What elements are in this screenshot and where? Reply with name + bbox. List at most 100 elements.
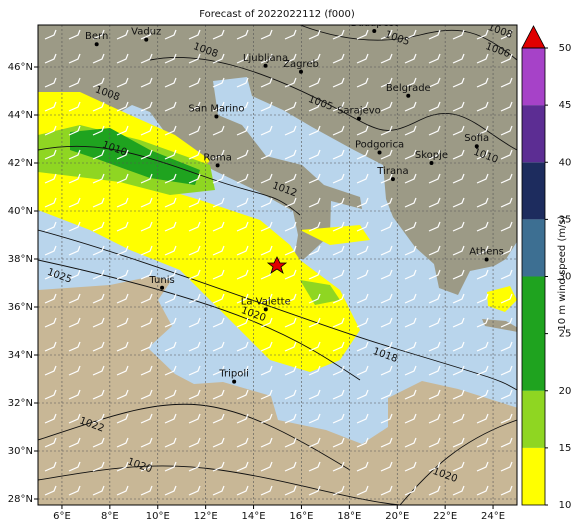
wind-barb (92, 149, 105, 160)
wind-barb (284, 269, 297, 280)
colorbar-tick-label: 10 (559, 500, 572, 511)
wind-barb (164, 293, 177, 304)
wind-barb (236, 293, 249, 304)
wind-barb (332, 389, 345, 400)
wind-barb (44, 485, 57, 496)
wind-barb (236, 389, 249, 400)
wind-barb (188, 77, 201, 88)
wind-barb (356, 317, 369, 328)
wind-barb (92, 293, 105, 304)
wind-barb (212, 29, 225, 40)
wind-barb (188, 149, 201, 160)
wind-barb (404, 341, 417, 352)
wind-barb (188, 245, 201, 256)
wind-barb (476, 221, 489, 232)
wind-barb (212, 77, 225, 88)
y-tick-label: 44°N (8, 110, 33, 121)
wind-barb (404, 485, 417, 496)
wind-barb (260, 101, 273, 112)
wind-barb (428, 413, 441, 424)
wind-barb (380, 413, 393, 424)
wind-barb (92, 245, 105, 256)
city-marker (484, 257, 489, 262)
wind-barb (44, 413, 57, 424)
wind-barb (404, 197, 417, 208)
wind-barb (476, 149, 489, 160)
wind-barb (140, 77, 153, 88)
y-tick-label: 32°N (8, 398, 33, 409)
wind-barb (356, 485, 369, 496)
wind-barb (68, 269, 81, 280)
colorbar-tick-label: 30 (559, 272, 572, 283)
wind-barb (308, 245, 321, 256)
map-border (37, 24, 518, 506)
city-marker (263, 307, 268, 312)
city-marker (94, 42, 99, 47)
wind-barb (236, 485, 249, 496)
wind-barb (284, 77, 297, 88)
colorbar-label: 10 m wind speed (m/s) (557, 215, 568, 330)
wind-barb (476, 413, 489, 424)
wind-barb (428, 101, 441, 112)
wind-barb (332, 197, 345, 208)
x-tick-label: 22°E (433, 511, 457, 522)
wind-barb (212, 437, 225, 448)
wind-barb (308, 221, 321, 232)
wind-barb (260, 341, 273, 352)
wind-barb (284, 365, 297, 376)
wind-barb (284, 197, 297, 208)
wind-barb (356, 245, 369, 256)
wind-barb (476, 365, 489, 376)
wind-barb (68, 221, 81, 232)
wind-area (300, 280, 340, 305)
wind-barb (188, 173, 201, 184)
wind-barb (452, 125, 465, 136)
wind-barb (164, 269, 177, 280)
wind-barb (452, 29, 465, 40)
wind-barb (68, 125, 81, 136)
wind-barb (476, 461, 489, 472)
wind-barb (476, 293, 489, 304)
wind-barb (164, 221, 177, 232)
wind-barb (164, 317, 177, 328)
wind-barb (500, 221, 513, 232)
wind-barb (212, 485, 225, 496)
wind-barb (452, 365, 465, 376)
wind-barb (428, 125, 441, 136)
wind-barb (356, 365, 369, 376)
isobar (38, 259, 361, 381)
wind-barb (44, 221, 57, 232)
wind-barb (356, 29, 369, 40)
wind-barb (164, 485, 177, 496)
wind-barb (404, 461, 417, 472)
wind-barb (188, 269, 201, 280)
wind-barb (68, 245, 81, 256)
wind-barb (380, 293, 393, 304)
wind-barb (44, 77, 57, 88)
wind-barb (308, 389, 321, 400)
isobar (149, 57, 517, 151)
wind-barb (116, 389, 129, 400)
wind-barb (236, 317, 249, 328)
city-label: Tirana (376, 166, 408, 177)
wind-barb (452, 341, 465, 352)
wind-barb (332, 413, 345, 424)
wind-barb (68, 77, 81, 88)
wind-barb (500, 269, 513, 280)
wind-barb (92, 461, 105, 472)
wind-barb (44, 29, 57, 40)
wind-barb (380, 53, 393, 64)
y-tick-label: 40°N (8, 206, 33, 217)
wind-barb (452, 197, 465, 208)
wind-barb (380, 29, 393, 40)
wind-barb (44, 293, 57, 304)
wind-barb (116, 365, 129, 376)
wind-barb (380, 461, 393, 472)
x-tick-label: 20°E (385, 511, 409, 522)
wind-barb (236, 77, 249, 88)
wind-barb (140, 293, 153, 304)
wind-barb (380, 245, 393, 256)
wind-barb (188, 101, 201, 112)
colorbar-segment (522, 162, 545, 220)
city-marker (429, 161, 434, 165)
